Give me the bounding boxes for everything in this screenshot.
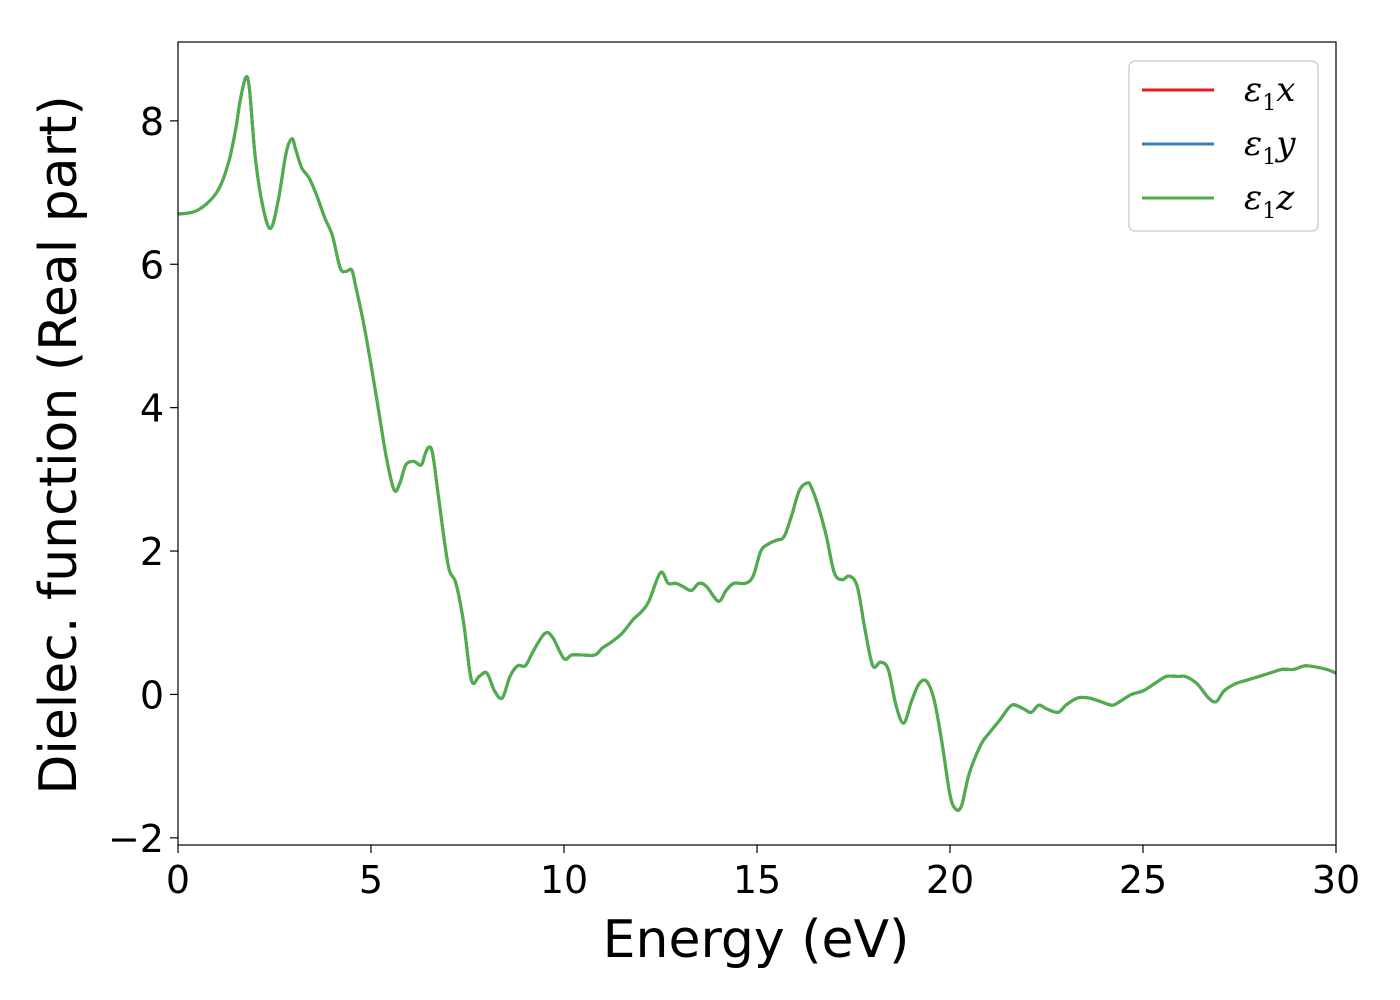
x-axis-ticks: 0 5 10 15 20 25 30 xyxy=(166,845,1360,902)
y-axis-title: Dielec. function (Real part) xyxy=(29,95,89,794)
legend-frame xyxy=(1128,60,1319,232)
x-tick-label: 0 xyxy=(166,858,190,902)
x-axis-title: Energy (eV) xyxy=(603,910,910,970)
legend-entries: ε1x ε1y ε1z xyxy=(1142,70,1296,224)
y-axis-ticks: −2 0 2 4 6 8 xyxy=(108,100,178,861)
x-tick-label: 25 xyxy=(1119,858,1167,902)
series-line-z xyxy=(178,75,1336,812)
legend-label-z: ε1z xyxy=(1244,178,1295,224)
series-layer xyxy=(178,75,1336,812)
y-tick-label: 0 xyxy=(140,673,164,717)
x-tick-label: 5 xyxy=(359,858,383,902)
y-tick-label: −2 xyxy=(108,817,164,861)
x-tick-label: 20 xyxy=(926,858,974,902)
x-tick-label: 10 xyxy=(540,858,588,902)
y-tick-label: 2 xyxy=(140,530,164,574)
y-tick-label: 8 xyxy=(140,100,164,144)
legend-label-y: ε1y xyxy=(1244,124,1296,170)
legend-label-x: ε1x xyxy=(1244,70,1295,116)
y-tick-label: 4 xyxy=(140,387,164,431)
plot-frame xyxy=(177,41,1337,846)
x-tick-label: 15 xyxy=(733,858,781,902)
x-tick-label: 30 xyxy=(1312,858,1360,902)
y-tick-label: 6 xyxy=(140,243,164,287)
legend: ε1x ε1y ε1z xyxy=(1128,60,1319,232)
